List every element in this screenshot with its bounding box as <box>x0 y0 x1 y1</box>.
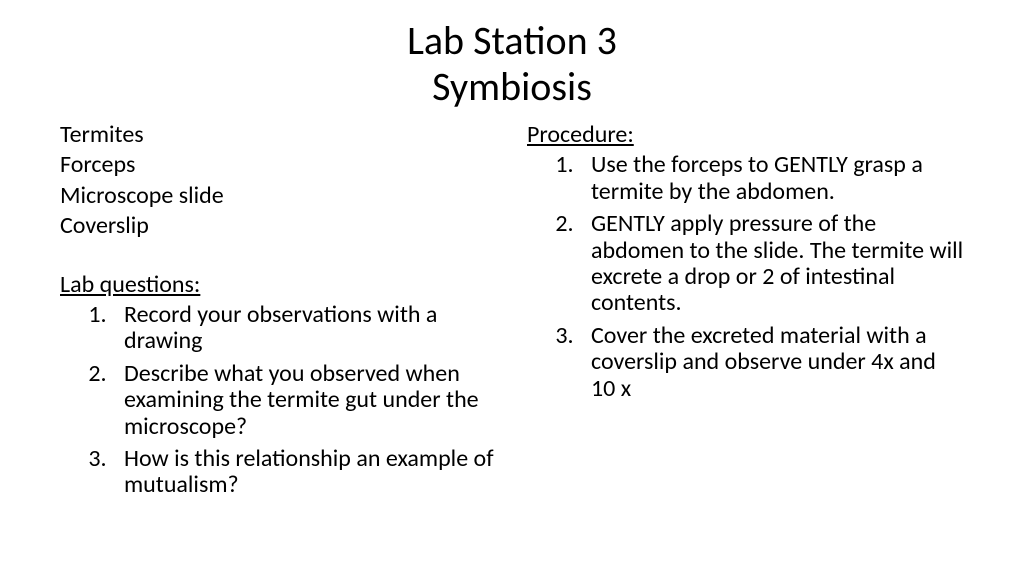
title-line-2: Symbiosis <box>60 64 964 110</box>
material-item: Forceps <box>60 152 497 178</box>
procedure-header: Procedure: <box>527 122 964 148</box>
lab-questions-header: Lab questions: <box>60 272 497 298</box>
right-column: Procedure: Use the forceps to GENTLY gra… <box>527 122 964 505</box>
title-block: Lab Station 3 Symbiosis <box>60 18 964 110</box>
lab-question-item: Record your observations with a drawing <box>112 302 497 355</box>
procedure-step: Cover the excreted material with a cover… <box>579 323 964 402</box>
procedure-step: GENTLY apply pressure of the abdomen to … <box>579 211 964 317</box>
procedure-list: Use the forceps to GENTLY grasp a termit… <box>527 152 964 402</box>
lab-question-item: Describe what you observed when examinin… <box>112 361 497 440</box>
slide: Lab Station 3 Symbiosis Termites Forceps… <box>0 0 1024 576</box>
lab-questions-list: Record your observations with a drawing … <box>60 302 497 499</box>
left-column: Termites Forceps Microscope slide Covers… <box>60 122 497 505</box>
title-line-1: Lab Station 3 <box>60 18 964 64</box>
spacer <box>60 244 497 272</box>
material-item: Coverslip <box>60 213 497 239</box>
columns: Termites Forceps Microscope slide Covers… <box>60 122 964 505</box>
material-item: Microscope slide <box>60 183 497 209</box>
procedure-step: Use the forceps to GENTLY grasp a termit… <box>579 152 964 205</box>
materials-list: Termites Forceps Microscope slide Covers… <box>60 122 497 240</box>
lab-question-item: How is this relationship an example of m… <box>112 446 497 499</box>
material-item: Termites <box>60 122 497 148</box>
